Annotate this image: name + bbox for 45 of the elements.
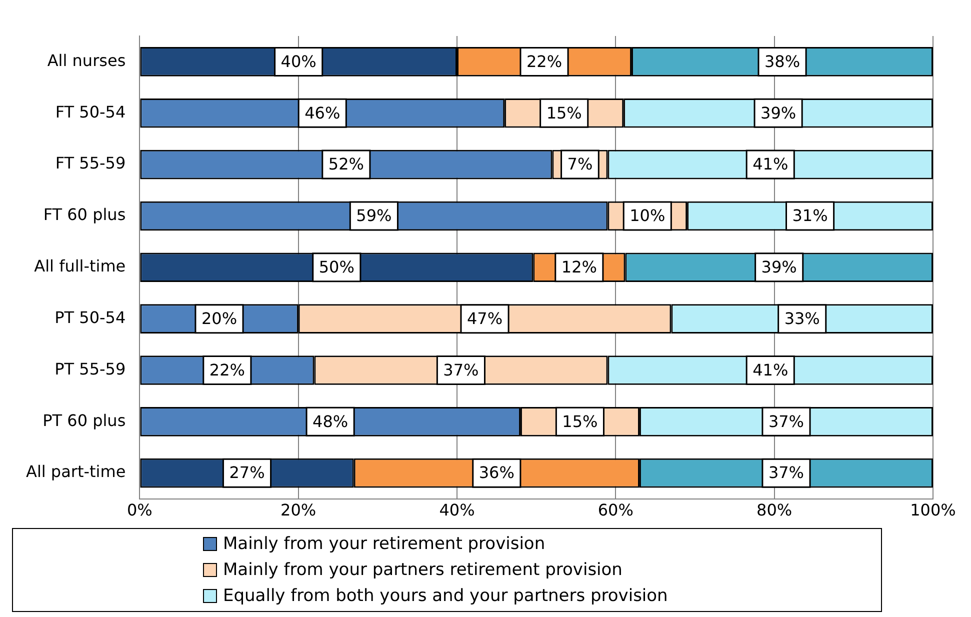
- y-tick-label: All full-time: [34, 256, 126, 276]
- data-label: 22%: [209, 360, 245, 380]
- y-tick-label: All nurses: [47, 50, 126, 70]
- y-tick-label: FT 50-54: [55, 102, 126, 122]
- data-label: 39%: [761, 258, 797, 277]
- data-label: 40%: [280, 52, 316, 71]
- data-label: 39%: [760, 103, 796, 122]
- data-label: 52%: [328, 154, 364, 174]
- y-tick-label: PT 50-54: [54, 308, 126, 327]
- data-label: 33%: [784, 308, 820, 328]
- data-label: 15%: [546, 103, 582, 122]
- data-label: 12%: [561, 258, 597, 277]
- data-label: 20%: [201, 308, 238, 328]
- x-tick-label: 80%: [756, 500, 792, 520]
- y-tick-label: All part-time: [26, 462, 126, 482]
- data-label: 37%: [768, 463, 804, 482]
- data-label: 50%: [318, 258, 354, 277]
- data-label: 37%: [443, 360, 479, 380]
- x-tick-label: 20%: [280, 500, 316, 520]
- data-label: 47%: [466, 308, 503, 328]
- data-label: 22%: [526, 52, 562, 71]
- data-label: 36%: [478, 463, 514, 482]
- x-tick-label: 40%: [439, 500, 475, 520]
- data-label: 15%: [562, 412, 598, 431]
- x-tick-label: 60%: [598, 500, 634, 520]
- y-tick-label: FT 55-59: [55, 154, 126, 173]
- x-tick-label: 0%: [126, 500, 152, 520]
- data-label: 41%: [752, 154, 788, 174]
- data-label: 46%: [304, 103, 340, 122]
- legend-label: Mainly from your partners retirement provision: [223, 560, 622, 580]
- data-label: 31%: [792, 206, 828, 226]
- y-tick-label: PT 55-59: [54, 359, 126, 378]
- y-tick-label: PT 60 plus: [42, 410, 126, 430]
- data-label: 7%: [567, 154, 593, 174]
- data-label: 10%: [630, 206, 666, 226]
- data-label: 48%: [312, 412, 348, 431]
- data-label: 41%: [752, 360, 788, 380]
- data-label: 37%: [768, 412, 804, 431]
- legend-label: Mainly from your retirement provision: [223, 534, 546, 554]
- y-tick-label: FT 60 plus: [43, 205, 126, 224]
- legend-label: Equally from both yours and your partners provision: [223, 586, 668, 606]
- data-label: 59%: [356, 206, 392, 226]
- data-label: 38%: [764, 52, 800, 71]
- data-label: 27%: [229, 463, 265, 482]
- x-tick-label: 100%: [910, 500, 956, 520]
